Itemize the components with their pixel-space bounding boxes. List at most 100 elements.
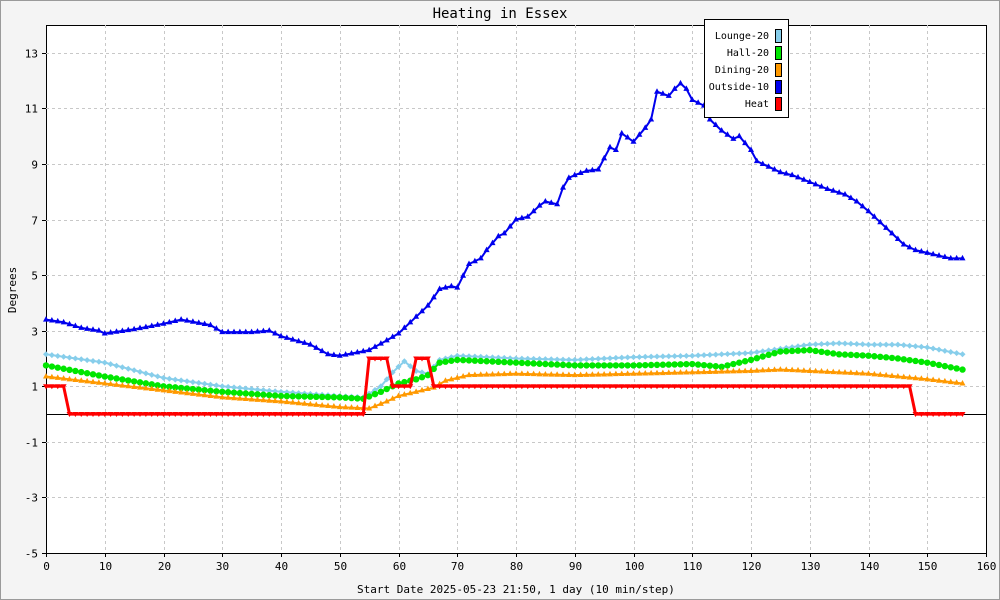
axis-ticks: 0 10 20 30 40 50 60 70 80 90 100 110 120 130 140 150 160… (25, 48, 997, 574)
data-point-heat (630, 384, 637, 390)
data-point-heat (683, 384, 690, 390)
data-point-dining-20 (736, 367, 743, 374)
data-point-dining-20 (565, 371, 572, 378)
data-point-lounge-20 (912, 343, 919, 350)
data-point-dining-20 (383, 398, 390, 404)
data-point-lounge-20 (172, 376, 179, 383)
data-point-heat (189, 412, 196, 418)
data-point-lounge-20 (683, 352, 690, 359)
data-point-outside-10 (260, 327, 267, 334)
data-point-hall-20 (436, 359, 443, 366)
data-point-heat (536, 384, 543, 390)
data-point-heat (125, 412, 132, 418)
data-point-lounge-20 (612, 354, 619, 361)
data-point-heat (601, 384, 608, 390)
data-point-heat (407, 384, 414, 390)
data-point-hall-20 (771, 349, 778, 357)
data-point-hall-20 (935, 361, 943, 369)
data-point-outside-10 (871, 213, 878, 219)
data-point-heat (659, 384, 666, 390)
data-point-hall-20 (271, 392, 279, 399)
data-point-lounge-20 (107, 361, 114, 368)
data-point-outside-10 (789, 171, 796, 178)
legend-label: Hall-20 (727, 48, 769, 59)
data-point-dining-20 (771, 366, 778, 372)
data-point-dining-20 (448, 375, 455, 382)
data-point-heat (712, 384, 719, 390)
y-tick-label: 7 (31, 215, 38, 228)
data-point-heat (260, 412, 267, 418)
data-point-lounge-20 (630, 354, 637, 361)
data-point-heat (847, 384, 854, 390)
data-point-outside-10 (366, 346, 373, 353)
data-point-dining-20 (889, 372, 895, 378)
data-point-dining-20 (413, 388, 420, 394)
data-point-dining-20 (466, 371, 472, 378)
data-point-heat (677, 384, 684, 390)
data-point-dining-20 (148, 385, 155, 392)
data-point-lounge-20 (236, 384, 243, 391)
data-point-dining-20 (219, 393, 226, 400)
data-point-hall-20 (83, 370, 91, 377)
data-point-dining-20 (894, 373, 901, 379)
data-point-outside-10 (695, 99, 702, 105)
data-point-lounge-20 (665, 353, 672, 360)
data-point-heat (248, 412, 255, 418)
data-point-outside-10 (595, 166, 602, 172)
data-point-dining-20 (871, 370, 878, 377)
data-point-heat (560, 384, 566, 390)
data-point-lounge-20 (824, 340, 831, 347)
data-point-dining-20 (495, 370, 502, 377)
data-point-lounge-20 (542, 356, 549, 363)
data-point-heat (436, 384, 443, 390)
data-point-heat (66, 412, 73, 418)
data-point-heat (654, 384, 660, 390)
data-point-hall-20 (330, 394, 338, 401)
data-point-heat (489, 384, 496, 390)
data-point-hall-20 (260, 391, 267, 398)
data-point-lounge-20 (618, 354, 625, 361)
data-point-outside-10 (659, 90, 666, 96)
data-point-hall-20 (800, 347, 808, 354)
data-point-lounge-20 (742, 350, 749, 357)
data-point-lounge-20 (595, 355, 602, 362)
data-point-hall-20 (213, 388, 220, 395)
data-point-hall-20 (336, 394, 343, 401)
data-point-dining-20 (930, 376, 937, 383)
data-point-outside-10 (818, 183, 825, 189)
data-point-hall-20 (89, 371, 97, 378)
data-point-heat (95, 412, 102, 418)
data-point-lounge-20 (195, 379, 202, 386)
data-point-outside-10 (342, 351, 349, 357)
data-point-lounge-20 (636, 353, 643, 360)
data-point-lounge-20 (847, 340, 854, 347)
data-point-heat (565, 384, 572, 390)
data-point-hall-20 (160, 383, 167, 390)
series-heat (43, 356, 966, 418)
data-point-outside-10 (401, 324, 408, 330)
data-point-dining-20 (724, 368, 731, 374)
data-point-outside-10 (724, 131, 731, 137)
data-point-lounge-20 (78, 356, 85, 363)
data-point-heat (330, 412, 337, 418)
data-point-heat (336, 412, 343, 418)
data-point-heat (889, 384, 895, 390)
data-point-dining-20 (295, 399, 302, 406)
data-point-hall-20 (307, 393, 314, 400)
data-point-dining-20 (701, 368, 707, 375)
data-point-hall-20 (177, 384, 185, 392)
data-point-heat (90, 412, 96, 418)
data-point-heat (706, 384, 713, 390)
data-point-heat (43, 384, 49, 390)
data-point-dining-20 (348, 404, 355, 410)
data-point-hall-20 (489, 358, 496, 365)
data-point-outside-10 (201, 320, 208, 327)
data-point-heat (865, 384, 872, 390)
x-tick-label: 160 (977, 560, 997, 573)
x-tick-label: 140 (860, 560, 880, 573)
data-point-hall-20 (730, 360, 737, 368)
data-point-outside-10 (677, 79, 684, 86)
data-point-hall-20 (765, 351, 772, 359)
data-point-hall-20 (882, 354, 890, 361)
